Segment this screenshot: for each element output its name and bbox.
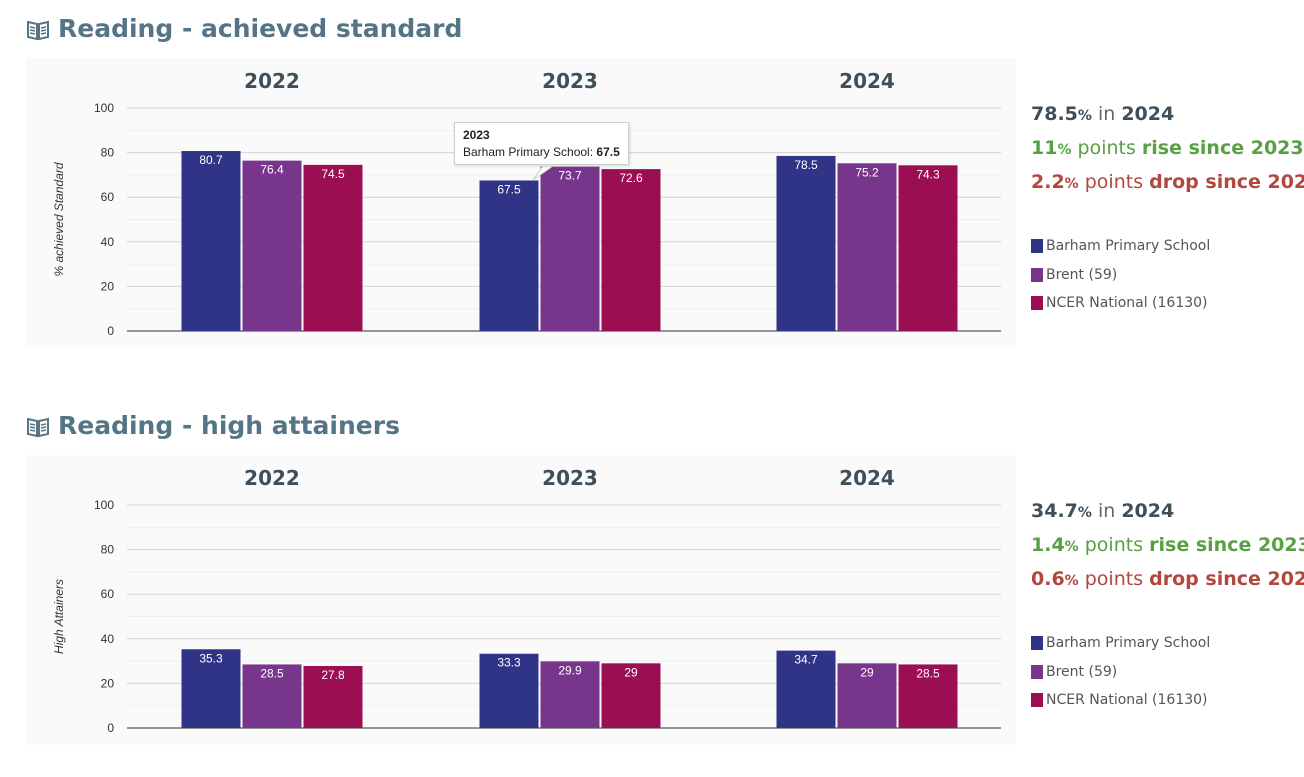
bar[interactable] <box>898 664 958 728</box>
bar[interactable] <box>479 180 539 331</box>
bar[interactable] <box>242 160 302 331</box>
data-label: 74.5 <box>321 167 345 181</box>
chart-section-reading-achieved: Reading - achieved standard 0 20 40 60 80 100… <box>0 0 1304 380</box>
bar[interactable] <box>303 666 363 728</box>
y-tick-label: 80 <box>101 543 115 557</box>
y-tick-label: 0 <box>107 721 114 735</box>
y-tick-label: 80 <box>101 146 115 160</box>
y-tick-label: 60 <box>101 190 115 204</box>
y-tick-label: 40 <box>101 235 115 249</box>
legend-item-national[interactable]: NCER National (16130) <box>1031 289 1210 318</box>
y-axis-label: High Attainers <box>52 579 66 654</box>
category-label: 2024 <box>839 466 895 490</box>
chart-section-reading-high: Reading - high attainers 0 20 40 60 80 100 Hig… <box>0 397 1304 777</box>
summary-drop: 2.2% points drop since 2022 <box>1031 171 1304 193</box>
y-tick-label: 20 <box>101 676 115 690</box>
legend-label: NCER National (16130) <box>1046 692 1208 709</box>
category-label: 2022 <box>244 69 300 93</box>
legend-label: Barham Primary School <box>1046 238 1211 255</box>
bar[interactable] <box>540 661 600 728</box>
legend-label: Brent (59) <box>1046 266 1118 283</box>
bar[interactable] <box>837 163 897 331</box>
legend-item-school[interactable]: Barham Primary School <box>1031 232 1210 261</box>
y-tick-label: 0 <box>107 324 114 338</box>
data-label: 75.2 <box>855 165 879 179</box>
chart-legend: Barham Primary School Brent (59) NCER Na… <box>1031 629 1210 715</box>
legend-swatch <box>1031 267 1043 282</box>
bar[interactable] <box>540 166 600 331</box>
bar-chart: 0 20 40 60 80 100 High Attainers 2022 2023 2024 35… <box>52 466 1001 735</box>
data-label: 73.7 <box>558 169 582 183</box>
summary-rise: 11% points rise since 2023 <box>1031 137 1304 159</box>
data-label: 35.3 <box>199 651 223 665</box>
summary-drop: 0.6% points drop since 2022 <box>1031 568 1304 590</box>
section-title: Reading - high attainers <box>26 411 400 440</box>
legend-swatch <box>1031 664 1043 679</box>
summary-current: 78.5% in 2024 <box>1031 103 1175 125</box>
chart-legend: Barham Primary School Brent (59) NCER Na… <box>1031 232 1210 318</box>
data-label: 67.5 <box>497 182 521 196</box>
legend-label: Brent (59) <box>1046 663 1118 680</box>
legend-item-brent[interactable]: Brent (59) <box>1031 261 1210 290</box>
data-label: 29 <box>624 665 638 679</box>
bar[interactable] <box>242 664 302 728</box>
data-label: 78.5 <box>794 158 818 172</box>
bar[interactable] <box>479 653 539 728</box>
legend-item-national[interactable]: NCER National (16130) <box>1031 686 1210 715</box>
data-label: 80.7 <box>199 153 223 167</box>
y-tick-label: 60 <box>101 587 115 601</box>
section-title-text: Reading - high attainers <box>58 411 400 440</box>
data-label: 29 <box>860 665 874 679</box>
y-tick-label: 40 <box>101 632 115 646</box>
tooltip-body: Barham Primary School: 67.5 <box>463 145 620 159</box>
section-title-text: Reading - achieved standard <box>58 14 463 43</box>
legend-swatch <box>1031 296 1043 311</box>
legend-label: Barham Primary School <box>1046 635 1211 652</box>
data-label: 76.4 <box>260 163 284 177</box>
data-label: 29.9 <box>558 663 582 677</box>
bar[interactable] <box>601 663 661 728</box>
category-label: 2022 <box>244 466 300 490</box>
bar[interactable] <box>837 663 897 728</box>
data-label: 74.3 <box>916 167 940 181</box>
section-title: Reading - achieved standard <box>26 14 462 43</box>
summary-panel: 78.5% in 2024 11% points rise since 2023… <box>1031 98 1304 200</box>
chart-tooltip: 2023 Barham Primary School: 67.5 <box>454 122 629 165</box>
bar[interactable] <box>181 649 241 728</box>
book-icon <box>26 18 50 40</box>
y-tick-label: 100 <box>94 498 114 512</box>
bar[interactable] <box>776 650 836 728</box>
bar[interactable] <box>601 169 661 331</box>
legend-swatch <box>1031 636 1043 651</box>
y-tick-label: 20 <box>101 279 115 293</box>
category-label: 2024 <box>839 69 895 93</box>
category-label: 2023 <box>542 466 598 490</box>
legend-swatch <box>1031 693 1043 708</box>
summary-panel: 34.7% in 2024 1.4% points rise since 202… <box>1031 495 1304 597</box>
data-label: 72.6 <box>619 171 643 185</box>
y-axis-label: % achieved Standard <box>52 162 66 276</box>
data-label: 27.8 <box>321 668 345 682</box>
data-label: 33.3 <box>497 656 521 670</box>
data-label: 34.7 <box>794 653 818 667</box>
legend-label: NCER National (16130) <box>1046 295 1208 312</box>
legend-item-school[interactable]: Barham Primary School <box>1031 629 1210 658</box>
bar[interactable] <box>181 151 241 331</box>
legend-item-brent[interactable]: Brent (59) <box>1031 658 1210 687</box>
tooltip-title: 2023 <box>463 128 490 142</box>
bar[interactable] <box>303 164 363 331</box>
summary-rise: 1.4% points rise since 2023 <box>1031 534 1304 556</box>
legend-swatch <box>1031 239 1043 254</box>
bar[interactable] <box>776 155 836 331</box>
data-label: 28.5 <box>916 666 940 680</box>
bar[interactable] <box>898 165 958 331</box>
tooltip-pointer <box>533 166 553 180</box>
data-label: 28.5 <box>260 666 284 680</box>
book-icon <box>26 415 50 437</box>
y-tick-label: 100 <box>94 101 114 115</box>
summary-current: 34.7% in 2024 <box>1031 500 1175 522</box>
category-label: 2023 <box>542 69 598 93</box>
